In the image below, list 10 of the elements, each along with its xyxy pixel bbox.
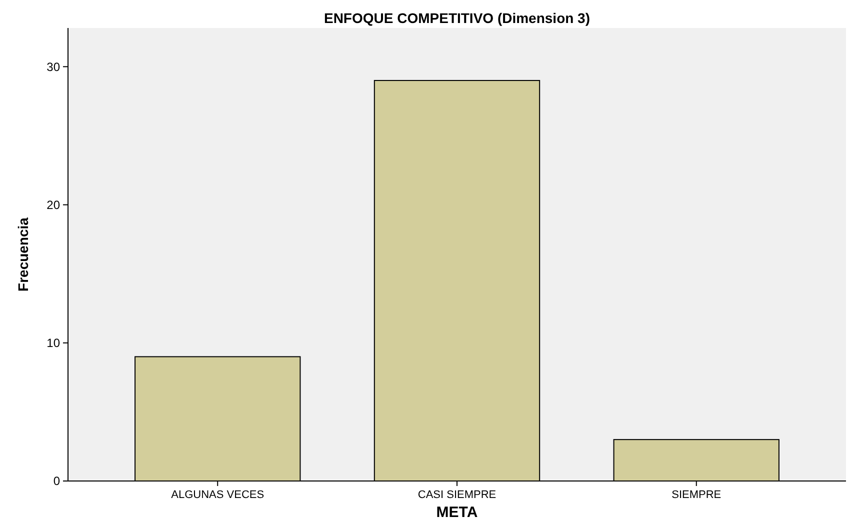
x-axis-title: META <box>436 504 478 521</box>
x-tick-label: CASI SIEMPRE <box>418 489 496 501</box>
y-tick-label: 0 <box>53 474 60 488</box>
x-tick-label: ALGUNAS VECES <box>171 489 264 501</box>
y-tick-label: 10 <box>46 336 60 350</box>
chart-title: ENFOQUE COMPETITIVO (Dimension 3) <box>324 10 590 26</box>
y-tick-label: 30 <box>46 60 60 74</box>
x-tick-label: SIEMPRE <box>672 489 722 501</box>
y-axis-title: Frecuencia <box>15 217 31 292</box>
y-tick-label: 20 <box>46 198 60 212</box>
